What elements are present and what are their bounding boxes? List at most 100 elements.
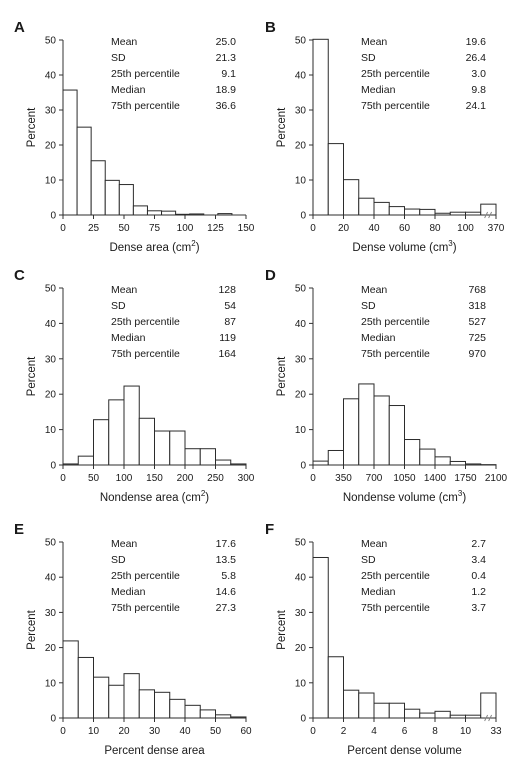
x-tick-label: 0 xyxy=(60,223,66,234)
stat-value: 768 xyxy=(468,284,486,296)
stat-label: Median xyxy=(111,84,146,96)
stat-label: 75th percentile xyxy=(111,602,180,614)
stat-value: 19.6 xyxy=(466,36,487,48)
y-tick-label: 50 xyxy=(45,538,57,549)
y-tick-label: 20 xyxy=(295,390,307,401)
y-tick-label: 20 xyxy=(45,141,57,152)
stat-label: 75th percentile xyxy=(361,348,430,360)
stat-value: 970 xyxy=(468,348,486,360)
y-tick-label: 0 xyxy=(50,461,56,472)
histogram-bar xyxy=(358,383,375,466)
stat-value: 18.9 xyxy=(216,84,237,96)
x-tick-label: 100 xyxy=(177,223,194,234)
histogram-bar xyxy=(175,213,191,216)
histogram-bar xyxy=(184,448,201,466)
x-tick-label: 30 xyxy=(149,726,161,737)
panel-letter: D xyxy=(265,267,276,284)
histogram-bar xyxy=(93,676,110,719)
x-tick-label: 100 xyxy=(457,223,474,234)
histogram-bar xyxy=(388,405,405,466)
histogram-bar xyxy=(189,213,205,216)
x-tick-label: 300 xyxy=(238,473,255,484)
stat-label: Median xyxy=(361,84,396,96)
y-tick-label: 10 xyxy=(45,176,57,187)
stat-value: 54 xyxy=(224,300,236,312)
y-tick-label: 40 xyxy=(295,71,307,82)
y-tick-label: 10 xyxy=(295,678,307,689)
x-tick-label: 2 xyxy=(341,726,347,737)
histogram-bar xyxy=(108,684,125,719)
x-tick-label: 150 xyxy=(146,473,163,484)
histogram-bar xyxy=(312,460,329,466)
x-tick-label: 50 xyxy=(88,473,100,484)
y-axis-title: Percent xyxy=(26,609,38,649)
x-tick-label: 150 xyxy=(238,223,255,234)
histogram-bar xyxy=(62,463,79,466)
histogram-bar xyxy=(419,448,436,466)
y-tick-label: 50 xyxy=(295,284,307,295)
stat-value: 725 xyxy=(468,332,486,344)
y-tick-label: 10 xyxy=(295,176,307,187)
histogram-bar xyxy=(404,708,421,719)
x-axis-title: Nondense area (cm2) xyxy=(100,489,209,504)
y-tick-label: 0 xyxy=(50,714,56,725)
histogram-bar xyxy=(123,385,140,466)
stat-label: SD xyxy=(361,52,376,64)
panel-c: C 0 10 20 30 40 50 0 50 100 150 200 250 300 Percent Non… xyxy=(14,267,255,504)
stat-label: SD xyxy=(361,300,376,312)
stat-label: SD xyxy=(111,52,126,64)
histogram-bar xyxy=(76,126,92,216)
x-tick-label: 60 xyxy=(399,223,411,234)
x-axis-title: Nondense volume (cm3) xyxy=(343,489,467,504)
stat-value: 3.0 xyxy=(471,68,486,80)
histogram-bar xyxy=(215,459,232,466)
x-axis-title: Percent dense volume xyxy=(347,745,461,757)
stat-label: 25th percentile xyxy=(111,68,180,80)
stat-label: Median xyxy=(361,332,396,344)
x-tick-label: 0 xyxy=(60,726,66,737)
y-tick-label: 10 xyxy=(45,425,57,436)
x-tick-label: 75 xyxy=(149,223,161,234)
y-tick-label: 30 xyxy=(45,354,57,365)
y-tick-label: 40 xyxy=(45,319,57,330)
histogram-bar xyxy=(104,179,120,216)
stat-label: Mean xyxy=(111,36,137,48)
stat-label: 25th percentile xyxy=(361,570,430,582)
stat-label: Mean xyxy=(361,284,387,296)
histogram-bar xyxy=(449,714,466,719)
histogram-bar xyxy=(465,211,482,216)
panel-letter: C xyxy=(14,267,25,284)
y-tick-label: 20 xyxy=(295,643,307,654)
x-tick-label: 250 xyxy=(207,473,224,484)
y-tick-label: 20 xyxy=(45,390,57,401)
x-axis-title: Dense area (cm2) xyxy=(109,239,199,254)
histogram-bar xyxy=(217,213,233,216)
x-tick-label: 20 xyxy=(338,223,350,234)
stat-value: 9.8 xyxy=(471,84,486,96)
y-tick-label: 10 xyxy=(295,425,307,436)
y-axis-title: Percent xyxy=(276,107,288,147)
panel-d: D 0 10 20 30 40 50 0 350 700 1050 1400 1750 2100 Perce… xyxy=(265,267,508,504)
histogram-bar xyxy=(184,704,201,719)
y-tick-label: 20 xyxy=(45,643,57,654)
x-tick-label: 40 xyxy=(368,223,380,234)
histogram-bar xyxy=(373,201,390,216)
x-tick-label: 1750 xyxy=(454,473,477,484)
histogram-bar xyxy=(388,206,405,216)
y-tick-label: 30 xyxy=(45,608,57,619)
panel-letter: B xyxy=(265,19,276,36)
stat-value: 27.3 xyxy=(216,602,237,614)
stat-label: Mean xyxy=(361,538,387,550)
x-tick-label: 25 xyxy=(88,223,100,234)
y-tick-label: 0 xyxy=(50,211,56,222)
stat-label: Mean xyxy=(111,284,137,296)
stat-value: 9.1 xyxy=(221,68,236,80)
x-tick-label: 700 xyxy=(366,473,383,484)
histogram-bar xyxy=(62,89,78,216)
histogram-bar xyxy=(327,656,344,719)
stat-label: SD xyxy=(361,554,376,566)
stat-label: 75th percentile xyxy=(111,348,180,360)
y-tick-label: 30 xyxy=(295,106,307,117)
x-tick-label: 350 xyxy=(335,473,352,484)
x-tick-label: 33 xyxy=(490,726,502,737)
